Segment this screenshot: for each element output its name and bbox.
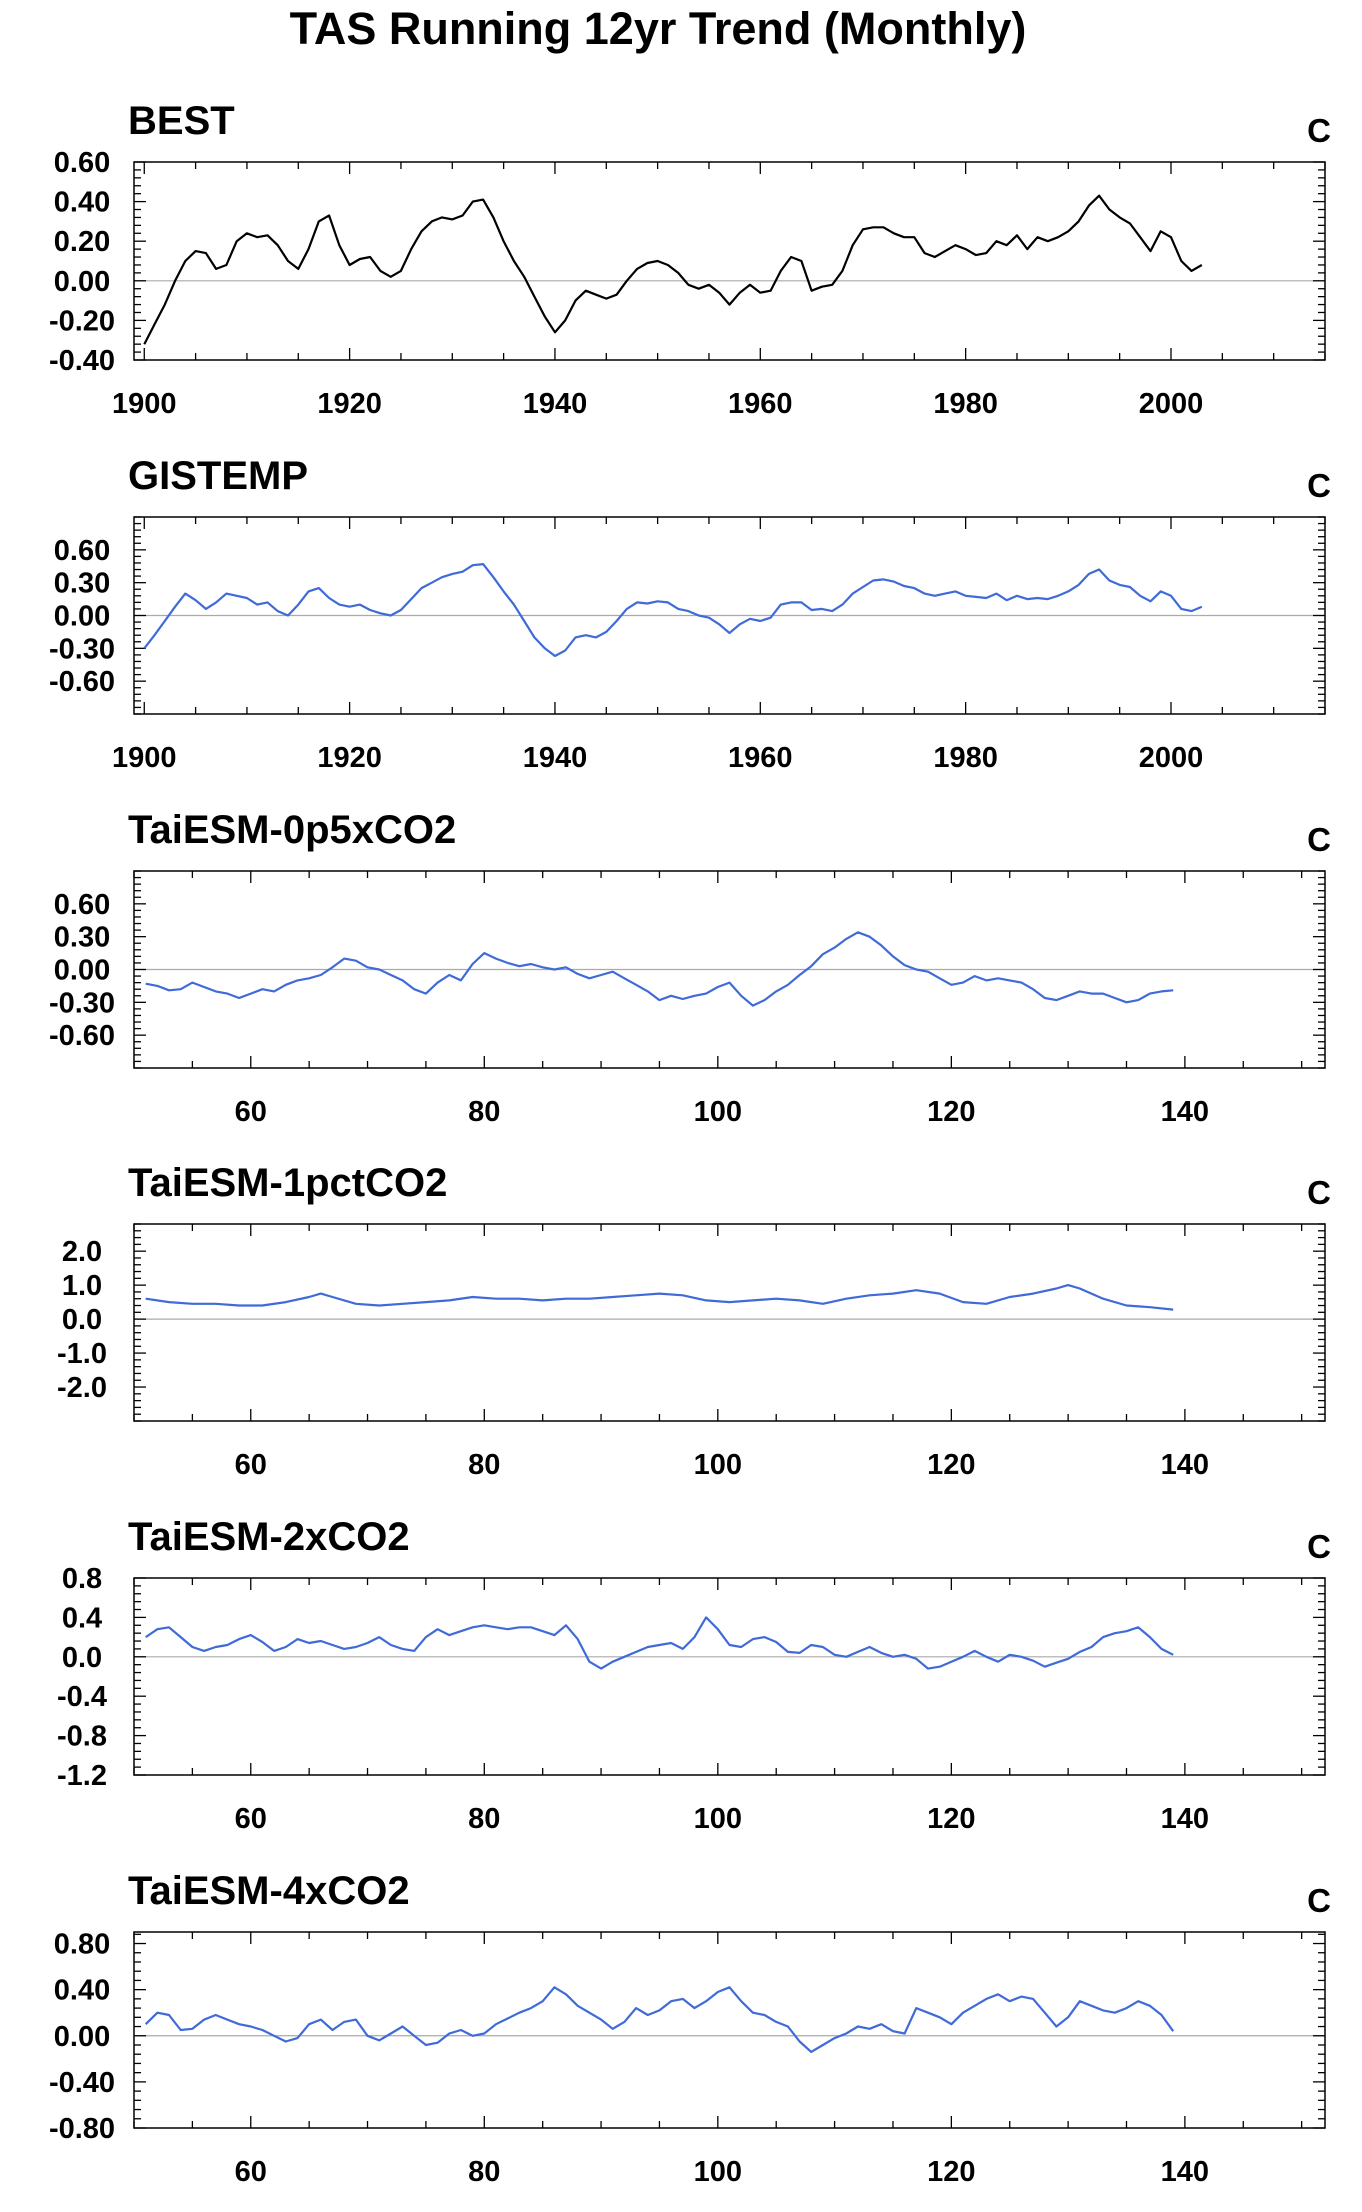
series-line [143, 563, 1203, 658]
y-tick-label: 0.00 [54, 601, 110, 633]
x-tick-label: 1980 [933, 388, 998, 420]
y-tick-label: 0.00 [54, 2021, 110, 2053]
panel-1: GISTEMP C 1900 1920 1940 1960 1980 2000 -0.60-0.… [49, 454, 1331, 774]
y-tick-label: 0.60 [54, 535, 110, 567]
x-tick-label: 1920 [317, 388, 382, 420]
x-tick-label: 140 [1161, 1803, 1209, 1835]
x-tick-label: 120 [927, 1803, 975, 1835]
y-tick-label: -0.8 [57, 1721, 107, 1753]
x-tick-label: 100 [694, 1096, 742, 1128]
panel-title: TaiESM-4xCO2 [128, 1869, 410, 1913]
y-tick-label: 0.60 [54, 889, 110, 921]
x-tick-label: 1940 [523, 388, 588, 420]
y-tick-label: -1.0 [57, 1338, 107, 1370]
x-tick-label: 120 [927, 2156, 975, 2188]
y-tick-label: 0.4 [62, 1602, 102, 1634]
x-tick-label: 80 [468, 1449, 500, 1481]
y-tick-label: 0.60 [54, 147, 110, 179]
panel-title: TaiESM-0p5xCO2 [128, 808, 456, 852]
y-tick-label: -1.2 [57, 1760, 107, 1792]
series-line [143, 194, 1203, 345]
series-line [145, 1616, 1174, 1670]
x-tick-label: 120 [927, 1449, 975, 1481]
unit-label: C [1307, 467, 1331, 504]
y-tick-label: 0.30 [54, 922, 110, 954]
x-tick-label: 60 [235, 1803, 267, 1835]
x-tick-label: 140 [1161, 1096, 1209, 1128]
panels: BEST C 1900 1920 1940 1960 1980 2000 -0.40 -0.20 0… [49, 99, 1331, 2188]
unit-label: C [1307, 1882, 1331, 1919]
panel-5: TaiESM-4xCO2 C 60 80 100 120 140 -0.80 -0.40 0.00… [49, 1869, 1331, 2188]
y-tick-label: -0.60 [49, 1020, 115, 1052]
series-line [144, 1986, 1175, 2053]
y-tick-label: -0.20 [49, 305, 115, 337]
y-tick-label: 0.20 [54, 226, 110, 258]
plot-frame [133, 161, 1326, 361]
unit-label: C [1307, 112, 1331, 149]
panel-3: TaiESM-1pctCO2 C 60 80 100 120 140 -2.0-1.00.01… [57, 1161, 1331, 1481]
x-tick-label: 1960 [728, 388, 793, 420]
panel-4: TaiESM-2xCO2 C 60 80 100 120 140 -1.2 -0.8 -0.4 0.… [57, 1515, 1331, 1835]
x-tick-label: 1920 [317, 742, 382, 774]
y-tick-label: -0.40 [49, 2067, 115, 2099]
y-tick-label: -0.60 [49, 666, 115, 698]
y-tick-label: 0.0 [62, 1642, 102, 1674]
y-tick-label: 0.00 [54, 266, 110, 298]
unit-label: C [1307, 1174, 1331, 1211]
y-tick-label: 0.8 [62, 1563, 102, 1595]
panel-2: TaiESM-0p5xCO2 C60 80 100 120 140-0.60-0.300.… [49, 808, 1331, 1128]
x-tick-label: 1960 [728, 742, 793, 774]
x-tick-label: 1900 [112, 388, 177, 420]
y-tick-label: 0.00 [54, 955, 110, 987]
plot-frame [133, 1223, 1326, 1422]
x-tick-label: 120 [927, 1096, 975, 1128]
y-tick-label: -2.0 [57, 1372, 107, 1404]
figure-title: TAS Running 12yr Trend (Monthly) [290, 3, 1027, 54]
x-tick-label: 1980 [933, 742, 998, 774]
y-tick-label: 0.0 [62, 1304, 102, 1336]
y-tick-label: 0.40 [54, 187, 110, 219]
panel-title: BEST [128, 99, 235, 143]
panel-title: TaiESM-1pctCO2 [128, 1161, 447, 1205]
x-tick-label: 140 [1161, 1449, 1209, 1481]
x-tick-label: 140 [1161, 2156, 1209, 2188]
plot-frame [133, 1931, 1326, 2129]
plot-frame [133, 1577, 1326, 1776]
x-tick-label: 60 [235, 1096, 267, 1128]
x-tick-label: 60 [235, 2156, 267, 2188]
unit-label: C [1307, 1528, 1331, 1565]
y-tick-label: -0.30 [49, 987, 115, 1019]
x-tick-label: 2000 [1139, 742, 1204, 774]
y-tick-label: -0.40 [49, 345, 115, 377]
x-tick-label: 60 [235, 1449, 267, 1481]
x-tick-label: 2000 [1139, 388, 1204, 420]
panel-title: TaiESM-2xCO2 [128, 1515, 410, 1559]
y-tick-label: 0.80 [54, 1929, 110, 1961]
y-tick-label: -0.30 [49, 633, 115, 665]
y-tick-label: -0.80 [49, 2113, 115, 2145]
y-tick-label: 2.0 [62, 1236, 102, 1268]
x-tick-label: 100 [694, 1803, 742, 1835]
x-tick-label: 1940 [523, 742, 588, 774]
x-tick-label: 1900 [112, 742, 177, 774]
x-tick-label: 100 [694, 1449, 742, 1481]
y-tick-label: 1.0 [62, 1270, 102, 1302]
x-tick-label: 80 [468, 1096, 500, 1128]
series-line [145, 931, 1174, 1007]
unit-label: C [1307, 821, 1331, 858]
y-tick-label: 0.30 [54, 568, 110, 600]
panel-title: GISTEMP [128, 454, 308, 498]
y-tick-label: 0.40 [54, 1975, 110, 2007]
x-tick-label: 80 [468, 1803, 500, 1835]
series-line [145, 1284, 1174, 1311]
panel-0: BEST C 1900 1920 1940 1960 1980 2000 -0.40 -0.20 0… [49, 99, 1331, 420]
x-tick-label: 100 [694, 2156, 742, 2188]
x-tick-label: 80 [468, 2156, 500, 2188]
y-tick-label: -0.4 [57, 1681, 107, 1713]
